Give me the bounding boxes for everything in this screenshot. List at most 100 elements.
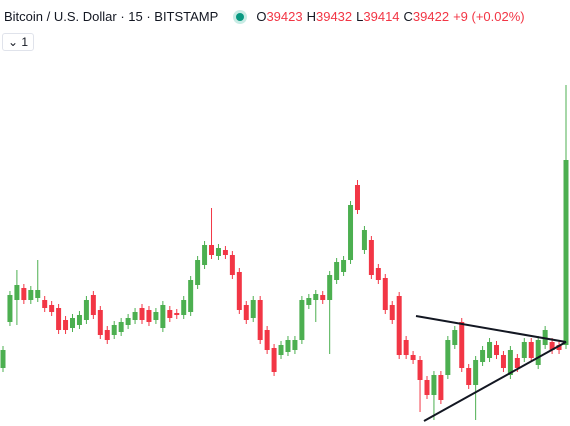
candle-body: [452, 330, 458, 345]
ohlc-label: L: [356, 9, 364, 24]
candle-body: [521, 342, 527, 358]
candle-body: [354, 185, 360, 210]
candle-body: [35, 290, 41, 298]
candle-body: [14, 285, 20, 300]
candle-body: [480, 350, 486, 362]
candle-body: [188, 280, 194, 312]
candle-body: [111, 325, 117, 335]
candle-body: [327, 275, 333, 300]
ohlc-label: O: [256, 9, 267, 24]
candle-body: [528, 342, 534, 358]
candle-body: [459, 322, 465, 368]
collapse-button[interactable]: ⌄ 1: [2, 33, 35, 51]
candle-body: [264, 330, 270, 350]
candle-body: [153, 312, 159, 320]
symbol[interactable]: Bitcoin / U.S. Dollar · 15 · BITSTAMP: [4, 9, 219, 24]
candle-body: [181, 300, 187, 315]
candle-body: [132, 312, 138, 320]
candle-body: [195, 260, 201, 285]
candle-body: [535, 340, 541, 365]
change: +9 (+0.02%): [453, 9, 525, 24]
ohlc-value: 39422: [412, 9, 450, 24]
indicator-count: 1: [21, 35, 29, 49]
candle-body: [160, 305, 166, 328]
candle-body: [104, 330, 110, 340]
ohlc-value: 39423: [266, 9, 303, 24]
candle-body: [21, 288, 27, 300]
candle-body: [271, 348, 277, 372]
candle-body: [487, 342, 493, 358]
candle-body: [76, 315, 82, 325]
candle-body: [368, 240, 374, 275]
candle-body: [417, 360, 423, 380]
candle-body: [28, 290, 34, 300]
candle-body: [202, 245, 208, 265]
candle-body: [500, 355, 506, 368]
candle-body: [375, 268, 381, 280]
candle-body: [396, 296, 402, 355]
candle-body: [389, 305, 395, 320]
candle-body: [63, 320, 69, 330]
status-dot: [236, 12, 245, 21]
candle-body: [42, 300, 48, 308]
candle-body: [466, 368, 472, 385]
candle-body: [257, 300, 263, 340]
candle-body: [473, 360, 479, 385]
candle-body: [229, 255, 235, 275]
candle-body: [56, 308, 62, 330]
candles: [0, 85, 569, 420]
candle-body: [424, 380, 430, 395]
legend: Bitcoin / U.S. Dollar · 15 · BITSTAMP O3…: [4, 9, 529, 24]
ohlc-value: 39432: [315, 9, 353, 24]
candle-body: [320, 295, 326, 300]
candle-body: [83, 300, 89, 320]
candle-body: [514, 358, 520, 368]
candle-body: [493, 345, 499, 355]
candle-body: [410, 355, 416, 360]
candle-body: [278, 345, 284, 355]
candle-body: [118, 322, 124, 332]
candle-body: [236, 272, 242, 310]
candle-body: [507, 350, 513, 375]
candle-body: [174, 313, 180, 315]
ohlc-label: H: [306, 9, 316, 24]
candle-body: [382, 278, 388, 310]
candle-body: [209, 245, 215, 255]
trend-line-lower[interactable]: [423, 341, 567, 422]
candle-body: [167, 310, 173, 318]
candle-body: [341, 260, 347, 272]
ohlc-value: 39414: [363, 9, 400, 24]
candle-body: [549, 342, 555, 350]
candle-body: [146, 310, 152, 322]
candle-body: [7, 295, 13, 322]
candle-body: [243, 305, 249, 320]
candle-body: [306, 298, 312, 305]
candle-body: [334, 262, 340, 280]
candle-body: [292, 340, 298, 350]
candle-body: [222, 250, 228, 255]
candle-body: [139, 308, 145, 320]
candle-body: [445, 340, 451, 375]
candle-body: [403, 340, 409, 355]
candle-body: [348, 205, 354, 260]
candle-body: [563, 160, 569, 345]
candle-body: [285, 340, 291, 352]
candle-body: [125, 318, 131, 325]
candle-body: [250, 300, 256, 318]
ohlc: O39423 H39432 L39414 C39422: [256, 9, 453, 24]
ohlc-label: C: [403, 9, 413, 24]
candle-body: [49, 305, 55, 312]
trend-line-upper[interactable]: [415, 315, 567, 343]
candle-body: [361, 230, 367, 250]
candle-body: [299, 300, 305, 340]
candle-body: [0, 350, 6, 368]
candle-body: [70, 318, 76, 328]
candle-body: [556, 345, 562, 350]
candle-body: [431, 375, 437, 395]
candle-body: [313, 294, 319, 300]
candle-body: [97, 310, 103, 335]
candle-body: [90, 295, 96, 315]
candle-body: [438, 375, 444, 400]
